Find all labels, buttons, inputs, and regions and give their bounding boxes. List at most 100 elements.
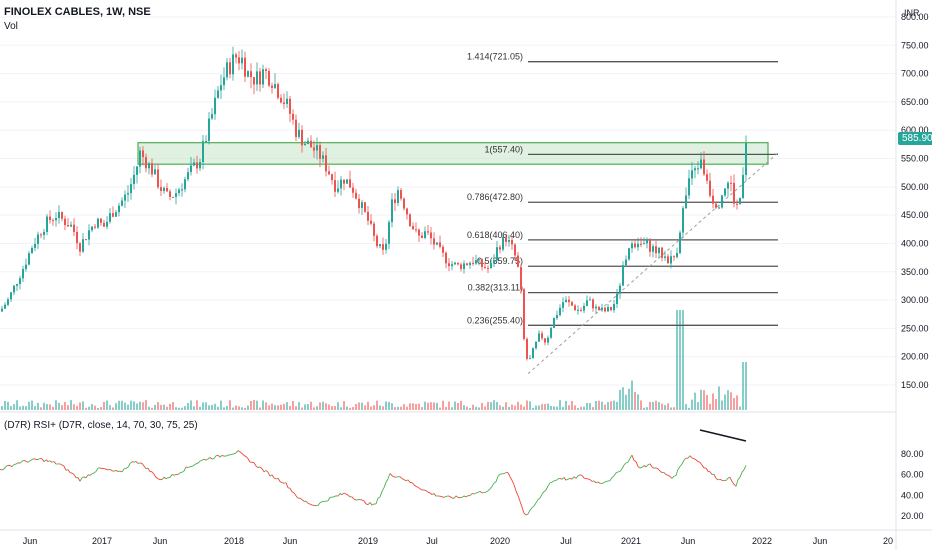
- candle-body: [430, 232, 432, 239]
- candle-body: [688, 178, 690, 196]
- volume-bar: [502, 406, 504, 410]
- rsi-segment: [651, 466, 655, 469]
- rsi-segment: [641, 465, 645, 468]
- volume-bar: [316, 406, 318, 410]
- candle-body: [595, 306, 597, 309]
- candle-body: [112, 213, 114, 217]
- candle-body: [517, 255, 519, 267]
- rsi-segment: [579, 474, 583, 476]
- rsi-segment: [535, 499, 539, 504]
- volume-bar: [151, 407, 153, 410]
- volume-bar: [19, 406, 21, 410]
- candle-body: [652, 246, 654, 252]
- rsi-segment: [333, 495, 337, 498]
- volume-bar: [604, 404, 606, 410]
- rsi-segment: [449, 496, 453, 499]
- volume-bar: [232, 407, 234, 410]
- time-tick-label: Jul: [426, 536, 438, 546]
- candle-body: [508, 240, 510, 242]
- price-tick-label: 450.00: [901, 210, 929, 220]
- candle-body: [19, 278, 21, 285]
- rsi-segment: [443, 496, 447, 498]
- rsi-segment: [299, 497, 303, 501]
- rsi-divergence-line[interactable]: [699, 429, 747, 442]
- candle-body: [601, 307, 603, 311]
- rsi-segment: [635, 461, 639, 467]
- volume-bar: [400, 406, 402, 410]
- volume-bar: [175, 407, 177, 410]
- rsi-segment: [493, 481, 497, 484]
- rsi-segment: [671, 475, 675, 479]
- rsi-segment: [347, 494, 351, 498]
- rsi-segment: [463, 495, 467, 498]
- candle-body: [541, 333, 543, 339]
- rsi-segment: [205, 458, 209, 461]
- volume-bar: [598, 400, 600, 410]
- volume-bar: [709, 403, 711, 410]
- volume-bar: [136, 403, 138, 410]
- rsi-segment: [239, 451, 243, 454]
- volume-bar: [292, 401, 294, 410]
- volume-bar: [547, 403, 549, 410]
- volume-bar: [640, 400, 642, 410]
- volume-bar: [346, 406, 348, 410]
- rsi-segment: [125, 466, 129, 469]
- rsi-segment: [93, 471, 97, 474]
- volume-bar: [28, 401, 30, 410]
- candle-body: [241, 57, 243, 64]
- rsi-label[interactable]: (D7R) RSI+ (D7R, close, 14, 70, 30, 75, …: [4, 420, 198, 431]
- candle-body: [559, 307, 561, 316]
- volume-bar: [394, 407, 396, 410]
- volume-bar: [49, 404, 51, 410]
- candle-body: [406, 208, 408, 215]
- candle-body: [463, 263, 465, 269]
- rsi-segment: [143, 465, 147, 470]
- volume-bar: [37, 402, 39, 410]
- candle-body: [79, 243, 81, 252]
- candle-body: [238, 57, 240, 64]
- candle-body: [16, 284, 18, 286]
- volume-label: Vol: [4, 21, 18, 32]
- rsi-segment: [683, 457, 687, 461]
- volume-bar: [103, 401, 105, 410]
- volume-bar: [34, 406, 36, 410]
- rsi-segment: [145, 467, 149, 470]
- rsi-segment: [561, 477, 565, 480]
- volume-bar: [646, 407, 648, 410]
- volume-bar: [499, 405, 501, 410]
- supply-zone-rect[interactable]: [137, 142, 769, 165]
- candle-body: [148, 163, 150, 169]
- volume-bar: [364, 405, 366, 410]
- candle-body: [439, 242, 441, 247]
- volume-bar: [100, 407, 102, 410]
- volume-bar: [421, 407, 423, 410]
- volume-bar: [10, 406, 12, 410]
- rsi-segment: [593, 480, 597, 484]
- candle-body: [124, 194, 126, 201]
- rsi-segment: [369, 502, 373, 506]
- rsi-segment: [27, 460, 31, 463]
- volume-bar: [25, 406, 27, 410]
- candle-body: [82, 239, 84, 252]
- rsi-segment: [103, 468, 107, 470]
- candle-body: [391, 199, 393, 223]
- trendline[interactable]: [527, 152, 779, 375]
- volume-bar: [31, 400, 33, 410]
- candle-body: [409, 214, 411, 227]
- volume-bar: [523, 406, 525, 410]
- rsi-segment: [643, 465, 647, 468]
- candle-body: [202, 141, 204, 163]
- volume-bar: [745, 362, 747, 410]
- rsi-segment: [741, 469, 745, 473]
- symbol-title[interactable]: FINOLEX CABLES, 1W, NSE: [4, 6, 151, 18]
- rsi-segment: [567, 477, 571, 480]
- volume-bar: [586, 402, 588, 410]
- volume-bar: [376, 400, 378, 410]
- candle-body: [469, 262, 471, 266]
- volume-bar: [637, 394, 639, 410]
- rsi-segment: [73, 474, 77, 478]
- rsi-segment: [353, 498, 357, 501]
- rsi-segment: [19, 460, 23, 464]
- volume-bar: [343, 401, 345, 410]
- rsi-segment: [209, 457, 213, 460]
